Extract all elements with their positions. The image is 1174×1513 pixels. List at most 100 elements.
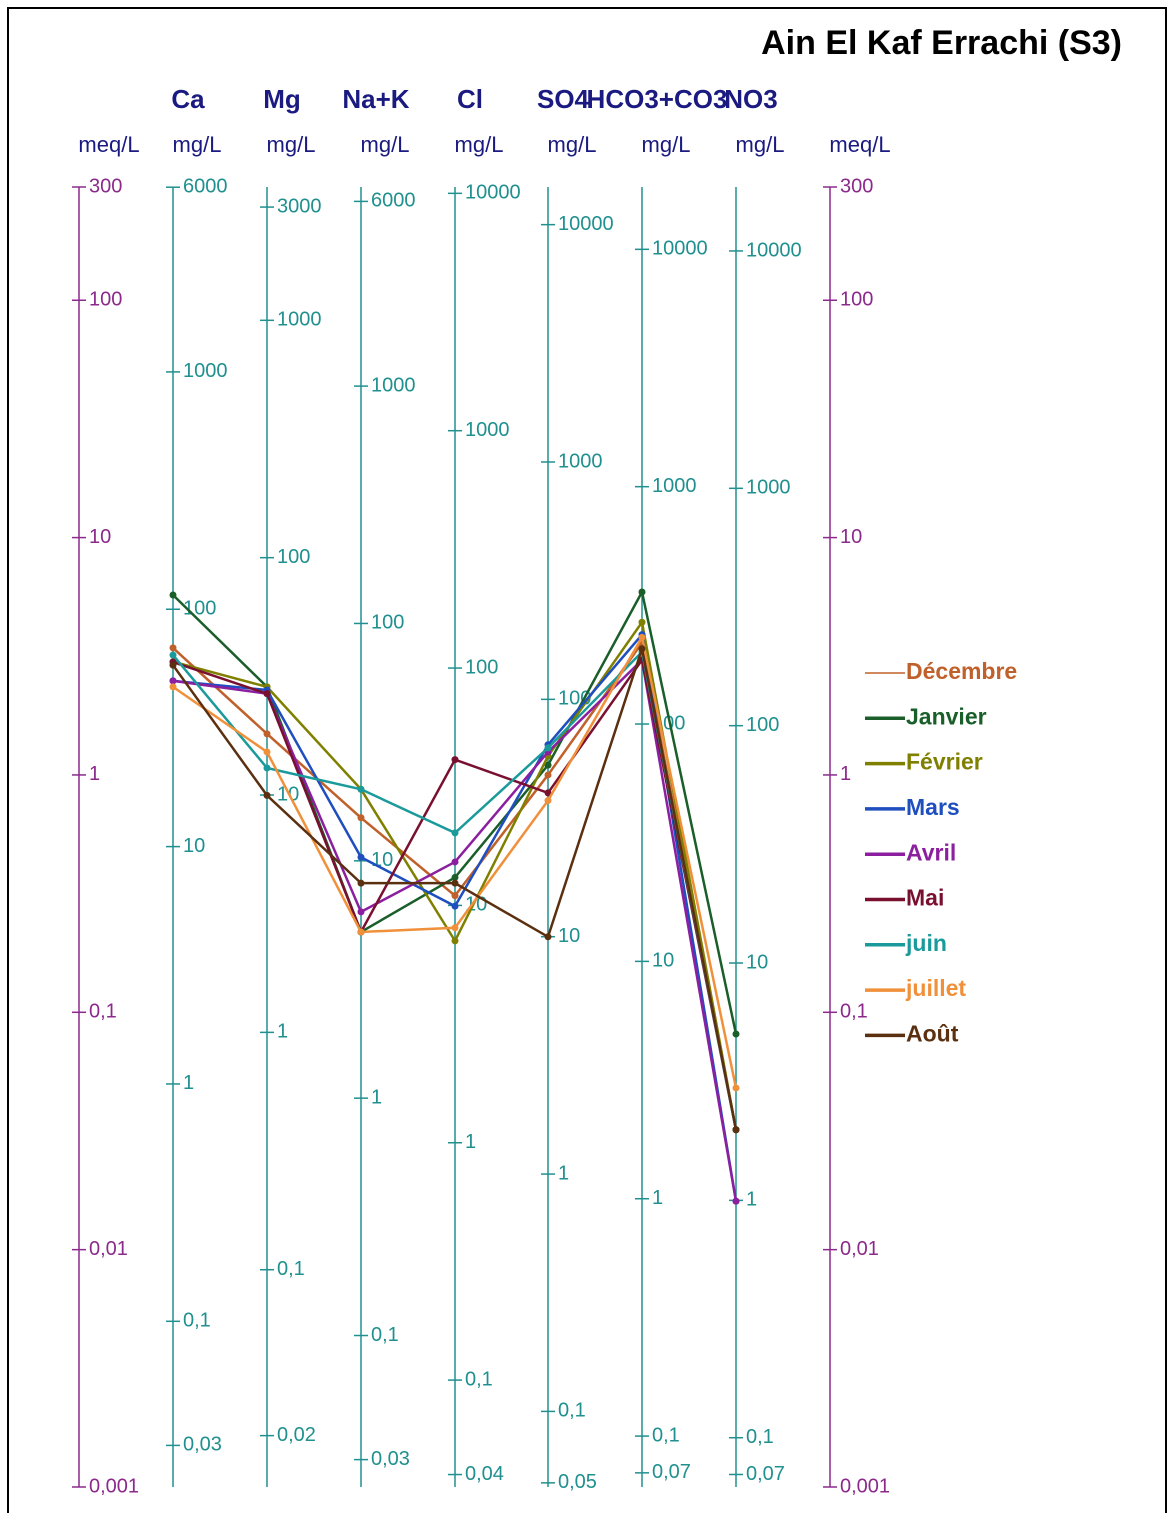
data-point bbox=[357, 785, 365, 793]
data-point bbox=[451, 858, 459, 866]
legend-label: juin bbox=[905, 930, 947, 956]
mg-tick-label: 10 bbox=[183, 835, 205, 857]
mg-tick-label: 0,1 bbox=[371, 1324, 399, 1346]
data-point bbox=[357, 853, 365, 861]
legend-label: Avril bbox=[906, 839, 956, 865]
data-point bbox=[451, 924, 459, 932]
data-point bbox=[263, 764, 271, 772]
mg-tick-label: 1000 bbox=[371, 374, 416, 396]
y-tick-label: 0,1 bbox=[840, 1001, 868, 1023]
mg-tick-label: 0,04 bbox=[465, 1463, 504, 1485]
data-point bbox=[357, 928, 365, 936]
data-point bbox=[169, 677, 177, 685]
mg-tick-label: 1 bbox=[465, 1131, 476, 1153]
legend-label: Janvier bbox=[906, 703, 987, 729]
axis-unit: meq/L bbox=[829, 132, 890, 157]
y-tick-label: 300 bbox=[840, 175, 873, 197]
y-tick-label: 100 bbox=[840, 289, 873, 311]
mg-tick-label: 0,1 bbox=[558, 1400, 586, 1422]
ion-label: NO3 bbox=[724, 84, 777, 114]
data-point bbox=[357, 908, 365, 916]
mg-tick-label: 0,05 bbox=[558, 1471, 597, 1493]
data-point bbox=[169, 683, 177, 691]
axis-unit: mg/L bbox=[361, 132, 410, 157]
mg-tick-label: 1000 bbox=[277, 309, 322, 331]
mg-tick-label: 0,02 bbox=[277, 1424, 316, 1446]
data-point bbox=[451, 873, 459, 881]
y-tick-label: 10 bbox=[89, 526, 111, 548]
data-point bbox=[732, 1084, 740, 1092]
data-point bbox=[263, 791, 271, 799]
axis-unit: mg/L bbox=[173, 132, 222, 157]
mg-tick-label: 1 bbox=[558, 1162, 569, 1184]
mg-tick-label: 100 bbox=[277, 546, 310, 568]
data-point bbox=[357, 814, 365, 822]
mg-tick-label: 3000 bbox=[277, 195, 322, 217]
data-point bbox=[169, 644, 177, 652]
data-point bbox=[544, 933, 552, 941]
legend-label: Février bbox=[906, 749, 983, 775]
axis-unit: mg/L bbox=[736, 132, 785, 157]
mg-tick-label: 10000 bbox=[746, 239, 802, 261]
data-point bbox=[451, 829, 459, 837]
mg-tick-label: 6000 bbox=[183, 175, 228, 197]
data-point bbox=[544, 744, 552, 752]
y-tick-label: 10 bbox=[840, 526, 862, 548]
y-tick-label: 1 bbox=[840, 763, 851, 785]
y-tick-label: 0,001 bbox=[89, 1475, 139, 1497]
axis-unit: mg/L bbox=[455, 132, 504, 157]
data-point bbox=[732, 1126, 740, 1134]
mg-tick-label: 1 bbox=[277, 1021, 288, 1043]
y-tick-label: 0,01 bbox=[840, 1238, 879, 1260]
legend-label: Mai bbox=[906, 885, 944, 911]
y-tick-label: 1 bbox=[89, 763, 100, 785]
data-point bbox=[451, 892, 459, 900]
legend-label: juillet bbox=[905, 975, 966, 1001]
data-point bbox=[732, 1197, 740, 1205]
data-point bbox=[544, 797, 552, 805]
mg-tick-label: 10 bbox=[558, 925, 580, 947]
mg-tick-label: 6000 bbox=[371, 190, 416, 212]
mg-tick-label: 0,1 bbox=[465, 1368, 493, 1390]
data-point bbox=[732, 1030, 740, 1038]
data-point bbox=[263, 748, 271, 756]
mg-tick-label: 1000 bbox=[746, 477, 791, 499]
data-point bbox=[638, 645, 646, 653]
ion-label: HCO3+CO3 bbox=[587, 84, 728, 114]
mg-tick-label: 10 bbox=[652, 950, 674, 972]
ion-label: SO4 bbox=[537, 84, 590, 114]
mg-tick-label: 0,03 bbox=[371, 1448, 410, 1470]
mg-tick-label: 1 bbox=[746, 1189, 757, 1211]
ion-label: Cl bbox=[457, 84, 483, 114]
legend-label: Décembre bbox=[906, 658, 1017, 684]
y-tick-label: 0,001 bbox=[840, 1475, 890, 1497]
mg-tick-label: 10 bbox=[746, 951, 768, 973]
axis-unit: meq/L bbox=[78, 132, 139, 157]
mg-tick-label: 0,07 bbox=[652, 1461, 691, 1483]
y-tick-label: 300 bbox=[89, 175, 122, 197]
data-point bbox=[451, 902, 459, 910]
data-point bbox=[357, 879, 365, 887]
mg-tick-label: 100 bbox=[746, 714, 779, 736]
data-point bbox=[451, 879, 459, 887]
data-point bbox=[544, 789, 552, 797]
data-point bbox=[169, 651, 177, 659]
mg-tick-label: 1000 bbox=[652, 475, 697, 497]
axis-unit: mg/L bbox=[642, 132, 691, 157]
legend-label: Mars bbox=[906, 794, 960, 820]
data-point bbox=[451, 937, 459, 945]
data-point bbox=[638, 633, 646, 641]
data-point bbox=[544, 761, 552, 769]
mg-tick-label: 100 bbox=[465, 656, 498, 678]
data-point bbox=[638, 618, 646, 626]
data-point bbox=[169, 661, 177, 669]
mg-tick-label: 0,1 bbox=[183, 1310, 211, 1332]
mg-tick-label: 1 bbox=[371, 1086, 382, 1108]
mg-tick-label: 1 bbox=[652, 1187, 663, 1209]
data-point bbox=[263, 690, 271, 698]
mg-tick-label: 1000 bbox=[183, 360, 228, 382]
ion-label: Mg bbox=[263, 84, 301, 114]
mg-tick-label: 0,1 bbox=[746, 1426, 774, 1448]
data-point bbox=[638, 588, 646, 596]
